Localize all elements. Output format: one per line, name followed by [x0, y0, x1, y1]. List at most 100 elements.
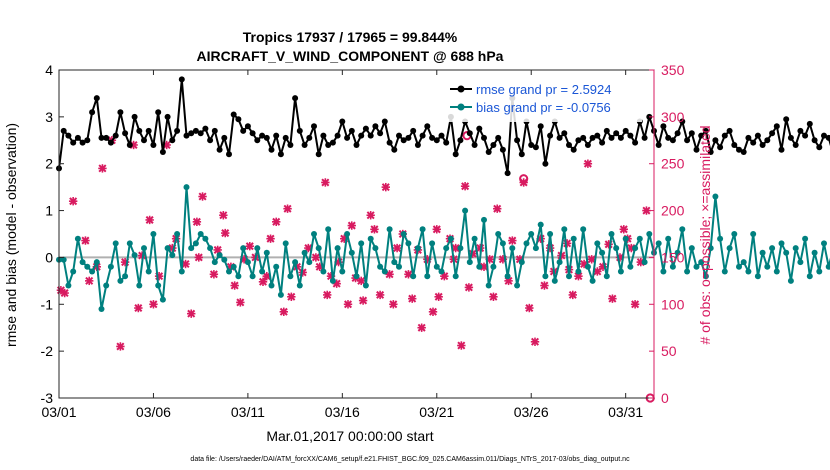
- rmse-point: [769, 130, 776, 137]
- bias-point: [726, 245, 733, 252]
- bias-point: [551, 277, 558, 284]
- legend-bias-label: bias grand pr = -0.0756: [476, 100, 611, 115]
- rmse-point: [84, 137, 91, 144]
- bias-point: [150, 231, 157, 237]
- bias-point: [136, 282, 143, 289]
- obs-assimilated-marker: [375, 290, 385, 300]
- obs-assimilated-marker: [60, 288, 69, 298]
- y-left-tick-label: 1: [45, 203, 53, 219]
- obs-assimilated-marker: [568, 290, 577, 300]
- rmse-point: [169, 137, 176, 144]
- bias-point: [329, 277, 336, 284]
- bias-point: [334, 245, 341, 252]
- rmse-point: [702, 127, 709, 134]
- rmse-point: [825, 134, 830, 141]
- legend-rmse-marker: [457, 85, 465, 93]
- rmse-point: [707, 149, 714, 155]
- bias-point: [485, 282, 492, 289]
- y-left-tick-label: -2: [41, 343, 54, 359]
- bias-point: [617, 268, 624, 275]
- rmse-point: [164, 113, 171, 120]
- bias-point: [377, 263, 384, 270]
- rmse-point: [806, 120, 813, 127]
- rmse-point: [589, 134, 596, 141]
- obs-assimilated-marker: [489, 292, 498, 301]
- y-right-tick-label: 100: [661, 296, 685, 312]
- bias-point: [811, 249, 818, 256]
- rmse-point: [754, 132, 761, 139]
- rmse-point: [93, 95, 100, 102]
- rmse-point: [684, 137, 691, 144]
- bias-point: [164, 245, 171, 252]
- bias-point: [499, 240, 506, 247]
- rmse-point: [717, 144, 724, 151]
- bias-point: [282, 240, 289, 247]
- rmse-point: [499, 146, 506, 153]
- bias-point: [362, 282, 369, 289]
- rmse-point: [736, 146, 742, 153]
- bias-point: [745, 268, 752, 275]
- bias-point: [192, 240, 199, 247]
- x-tick-label: 03/21: [419, 404, 454, 420]
- obs-assimilated-marker: [221, 228, 230, 238]
- obs-assimilated-marker: [245, 241, 254, 251]
- bias-point: [344, 231, 351, 237]
- obs-assimilated-marker: [347, 221, 356, 230]
- rmse-line: [58, 78, 830, 175]
- bias-point: [174, 231, 181, 237]
- rmse-point: [254, 137, 261, 144]
- rmse-point: [74, 134, 81, 141]
- y-left-tick-label: 4: [45, 62, 53, 78]
- bias-point: [547, 231, 554, 237]
- rmse-point: [159, 149, 166, 155]
- bias-point: [504, 273, 511, 280]
- bias-point: [778, 240, 785, 247]
- rmse-point: [155, 109, 162, 116]
- bias-point: [79, 259, 86, 266]
- bias-point: [438, 268, 445, 275]
- bias-point: [679, 226, 686, 233]
- y-right-tick-label: 150: [661, 249, 685, 265]
- obs-assimilated-marker: [464, 283, 474, 292]
- rmse-point: [547, 132, 554, 139]
- bias-point: [339, 268, 346, 275]
- rmse-point: [443, 139, 450, 146]
- bias-point: [131, 252, 138, 259]
- rmse-point: [381, 118, 388, 125]
- rmse-point: [495, 134, 502, 141]
- bias-point: [447, 235, 454, 242]
- rmse-point: [821, 132, 827, 139]
- bias-point: [230, 263, 237, 270]
- bias-point: [235, 273, 242, 280]
- obs-assimilated-marker: [525, 303, 534, 313]
- rmse-point: [632, 139, 639, 146]
- y-left-tick-label: 2: [45, 156, 53, 172]
- bias-point: [254, 245, 261, 252]
- rmse-point: [452, 151, 459, 158]
- rmse-point: [745, 134, 752, 141]
- bias-point: [632, 245, 639, 252]
- bias-point: [627, 263, 634, 270]
- legend-bias-marker: [457, 103, 465, 111]
- bias-point: [589, 277, 596, 284]
- rmse-point: [490, 142, 497, 148]
- rmse-point: [183, 132, 190, 139]
- rmse-point: [263, 134, 270, 141]
- obs-assimilated-marker: [192, 217, 202, 227]
- rmse-point: [556, 134, 563, 141]
- rmse-point: [221, 134, 228, 141]
- obs-assimilated-marker: [272, 217, 281, 227]
- rmse-point: [660, 123, 667, 130]
- rmse-point: [688, 130, 695, 137]
- rmse-point: [273, 132, 280, 139]
- rmse-point: [320, 132, 327, 139]
- bias-point: [698, 259, 705, 266]
- rmse-point: [211, 127, 218, 134]
- bias-point: [655, 240, 662, 247]
- obs-assimilated-marker: [134, 303, 143, 313]
- rmse-point: [358, 132, 365, 139]
- obs-assimilated-marker: [457, 341, 466, 350]
- rmse-point: [329, 139, 336, 146]
- obs-assimilated-marker: [583, 159, 593, 168]
